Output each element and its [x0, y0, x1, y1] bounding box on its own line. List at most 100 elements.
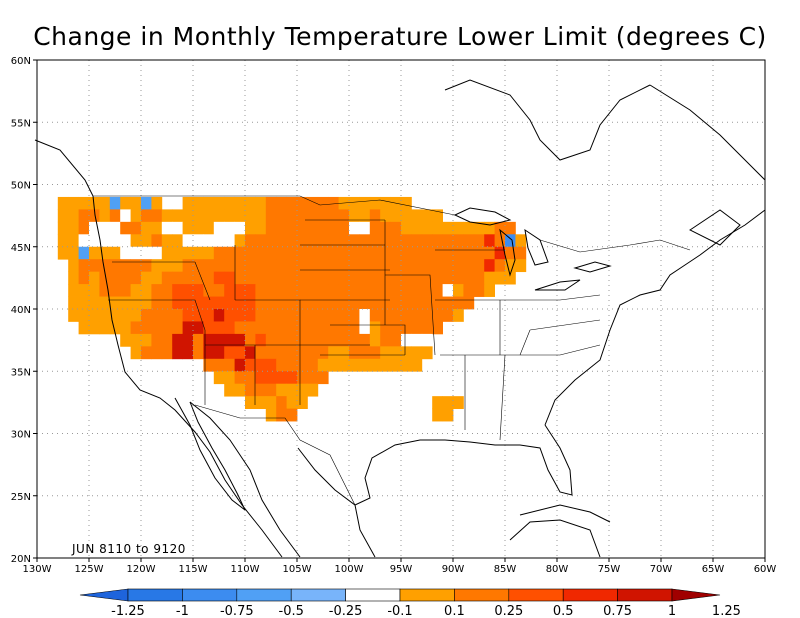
grid-cell — [265, 221, 277, 235]
state-borders — [93, 195, 691, 506]
grid-cell — [224, 321, 235, 335]
grid-cell — [297, 234, 308, 248]
grid-cell — [68, 196, 79, 210]
baja-peninsula — [174, 397, 246, 511]
grid-cell — [473, 284, 485, 297]
grid-cell — [182, 246, 194, 260]
grid-cell — [307, 371, 319, 385]
grid-cell — [130, 321, 142, 335]
grid-cell — [421, 246, 433, 260]
grid-cell — [265, 309, 277, 322]
grid-cell — [141, 259, 152, 273]
grid-cell — [421, 346, 433, 360]
grid-cell — [328, 196, 339, 210]
grid-cell — [161, 346, 173, 360]
grid-cell — [224, 371, 235, 385]
grid-cell — [297, 383, 308, 397]
grid-cell — [463, 296, 475, 310]
great-lakes-ontario — [573, 261, 612, 273]
grid-cell — [68, 309, 79, 322]
colorbar-low-arrow — [79, 588, 129, 602]
grid-cell — [328, 221, 339, 235]
grid-cell — [224, 346, 235, 360]
canada-north-coast — [34, 139, 94, 197]
grid-cell — [369, 246, 381, 260]
longitude-labels: 130W 125W 120W 115W 110W 105W 100W 95W 90W 85W 80W… — [23, 558, 776, 575]
grid-cell — [286, 309, 298, 322]
grid-cell — [234, 284, 246, 297]
grid-cell — [349, 309, 360, 322]
grid-cell — [463, 271, 475, 285]
lat-tick-label: 50N — [11, 181, 31, 192]
grid-cell — [432, 221, 443, 235]
grid-cell — [130, 296, 142, 310]
grid-cell — [484, 246, 495, 260]
grid-cell — [213, 321, 225, 335]
grid-cell — [213, 271, 225, 285]
grid-cell — [401, 284, 412, 297]
grid-cell — [172, 271, 183, 285]
grid-cell — [297, 309, 308, 322]
grid-cell — [338, 346, 350, 360]
lon-tick-label: 85W — [494, 564, 517, 575]
lon-tick-label: 75W — [598, 564, 621, 575]
grid-cell — [359, 346, 371, 360]
grid-cell — [203, 196, 215, 210]
state-lines-east — [435, 249, 601, 441]
map-title: Change in Monthly Temperature Lower Limi… — [33, 22, 767, 51]
grid-cell — [390, 296, 402, 310]
grid-cell — [172, 259, 183, 273]
us-canada-border — [93, 195, 691, 253]
grid-cell — [234, 383, 246, 397]
grid-cell — [224, 246, 235, 260]
grid-cell — [99, 196, 111, 210]
grid-cell — [432, 296, 443, 310]
lon-tick-label: 105W — [283, 564, 312, 575]
grid-cell — [161, 284, 173, 297]
grid-cell — [213, 221, 225, 235]
grid-cell — [411, 309, 423, 322]
grid-cell — [172, 333, 183, 347]
grid-cell — [203, 284, 215, 297]
grid-cell — [297, 396, 308, 409]
grid-cell — [380, 346, 391, 360]
grid-cell — [265, 408, 277, 422]
grid-cell — [411, 333, 423, 347]
grid-cell — [307, 221, 319, 235]
grid-cell — [182, 271, 194, 285]
grid-cell — [286, 396, 298, 409]
grid-cell — [390, 346, 402, 360]
grid-cell — [338, 271, 350, 285]
grid-cell — [317, 284, 329, 297]
grid-cell — [317, 358, 329, 372]
grid-cell — [286, 259, 298, 273]
grid-cell — [349, 271, 360, 285]
grid-cell — [99, 284, 111, 297]
grid-cell — [151, 246, 163, 260]
grid-cell — [349, 346, 360, 360]
grid-cell — [401, 271, 412, 285]
grid-cell — [120, 209, 131, 223]
grid-cell — [234, 321, 246, 335]
grid-cell — [130, 234, 142, 248]
grid-cell — [297, 358, 308, 372]
grid-cell — [328, 284, 339, 297]
grid-cell — [234, 333, 246, 347]
grid-cell — [141, 196, 152, 210]
grid-cell — [515, 246, 527, 260]
grid-cell — [328, 296, 339, 310]
grid-cell — [411, 358, 423, 372]
grid-cell — [234, 234, 246, 248]
grid-cell — [141, 271, 152, 285]
grid-cell — [328, 321, 339, 335]
grid-cell — [234, 371, 246, 385]
grid-cell — [89, 296, 100, 310]
grid-cell — [328, 333, 339, 347]
grid-cell — [328, 259, 339, 273]
grid-cell — [224, 383, 235, 397]
grid-cell — [193, 246, 204, 260]
grid-cell — [265, 209, 277, 223]
grid-cell — [172, 246, 183, 260]
lat-tick-label: 40N — [11, 305, 31, 316]
grid-cell — [390, 271, 402, 285]
